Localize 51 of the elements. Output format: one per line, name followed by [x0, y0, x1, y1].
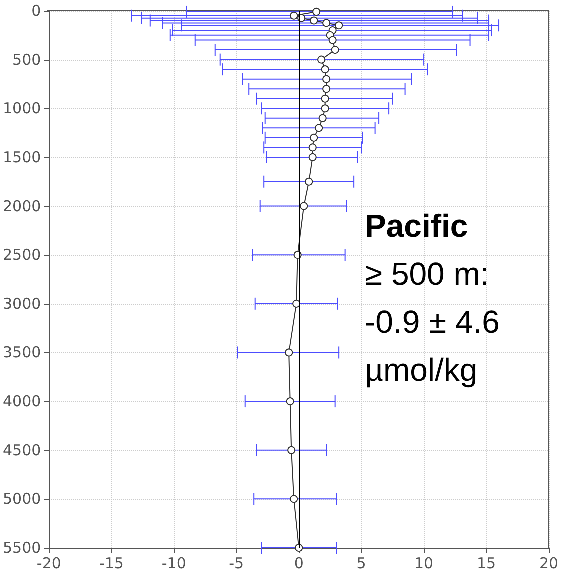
y-tick-label: 3500	[2, 344, 42, 362]
annotation: ≥ 500 m:	[365, 256, 490, 292]
x-tick-label: -5	[229, 554, 244, 572]
y-tick-label: 1000	[2, 100, 42, 118]
point	[310, 16, 318, 25]
point	[300, 202, 308, 210]
point	[328, 36, 337, 44]
y-tick-label: 500	[12, 50, 42, 69]
x-tick-label: 20	[539, 554, 559, 572]
annotation: Pacific	[365, 208, 468, 244]
point	[290, 12, 298, 20]
point	[295, 544, 304, 552]
x-tick-label: 15	[476, 554, 496, 572]
y-tick-label: 5000	[2, 490, 42, 508]
point	[312, 8, 321, 16]
x-tick-label: -20	[36, 554, 62, 572]
x-tick-label: 10	[414, 554, 434, 572]
point	[321, 104, 330, 113]
point	[331, 46, 340, 54]
x-tick-label: 5	[356, 554, 366, 572]
point	[308, 144, 317, 152]
point	[292, 300, 301, 308]
point	[322, 85, 331, 94]
x-tick-label: -10	[162, 554, 186, 572]
point	[286, 398, 294, 406]
y-tick-label: 5500	[2, 539, 42, 557]
x-tick-label: 0	[294, 554, 304, 572]
point	[285, 348, 294, 357]
y-tick-label: 2500	[2, 246, 42, 264]
y-tick-label: 4500	[2, 441, 42, 460]
point	[318, 114, 327, 122]
point	[321, 66, 330, 74]
y-tick-label: 1500	[2, 148, 42, 166]
y-tick-label: 3000	[2, 294, 42, 313]
point	[335, 22, 344, 30]
x-tick-label: -15	[99, 554, 124, 572]
annotation: -0.9 ± 4.6	[365, 304, 500, 340]
point	[288, 446, 296, 454]
y-tick-label: 4000	[2, 392, 42, 411]
point	[308, 153, 317, 162]
point	[310, 134, 318, 142]
point	[321, 94, 330, 103]
point	[315, 124, 324, 132]
annotation: µmol/kg	[365, 352, 478, 388]
point	[318, 56, 326, 64]
point	[322, 75, 331, 84]
y-tick-label: 2000	[2, 197, 42, 216]
point	[290, 495, 298, 504]
point	[305, 178, 314, 186]
y-tick-label: 0	[32, 2, 42, 20]
point	[322, 19, 331, 28]
